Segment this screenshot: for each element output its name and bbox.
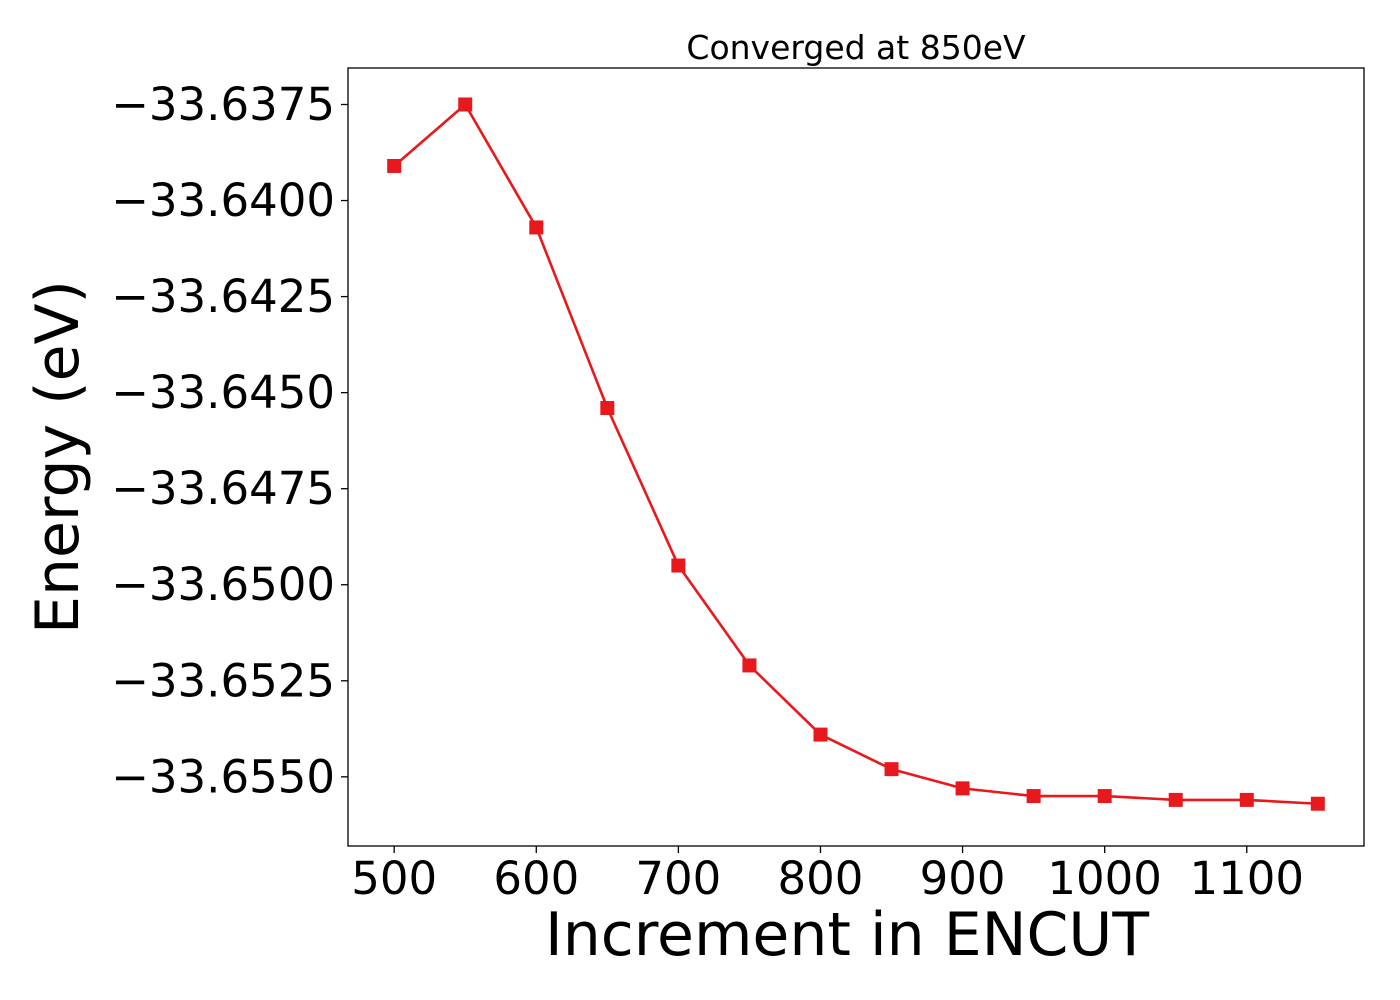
plot-area xyxy=(347,67,1365,847)
data-point xyxy=(884,762,899,777)
x-axis-label: Increment in ENCUT xyxy=(545,900,1149,970)
data-point xyxy=(1097,789,1112,804)
series-line xyxy=(393,103,1318,806)
x-tick-label: 700 xyxy=(635,852,721,905)
x-tick-label: 500 xyxy=(351,852,437,905)
y-tick-label: −33.6525 xyxy=(111,654,335,707)
data-point xyxy=(1310,796,1325,811)
chart-title: Converged at 850eV xyxy=(686,28,1026,67)
y-tick-label: −33.6425 xyxy=(111,270,335,323)
y-tick-label: −33.6500 xyxy=(111,558,335,611)
x-tick-label: 1000 xyxy=(1047,852,1162,905)
data-point xyxy=(742,658,757,673)
data-point xyxy=(1239,792,1254,807)
y-tick-label: −33.6475 xyxy=(111,462,335,515)
series-group xyxy=(387,97,1325,811)
x-axis: 500 600 700 800 900 1000 1100 xyxy=(351,846,1304,905)
y-tick-label: −33.6400 xyxy=(111,174,335,227)
data-point xyxy=(1026,789,1041,804)
x-tick-label: 800 xyxy=(778,852,864,905)
data-point xyxy=(529,220,544,235)
data-point xyxy=(671,558,686,573)
x-tick-label: 600 xyxy=(493,852,579,905)
y-tick-label: −33.6450 xyxy=(111,366,335,419)
data-point xyxy=(813,727,828,742)
data-point xyxy=(1168,792,1183,807)
y-axis-label: Energy (eV) xyxy=(23,280,93,634)
data-point xyxy=(387,158,402,173)
data-point xyxy=(458,97,473,112)
y-tick-label: −33.6375 xyxy=(111,78,335,131)
x-tick-label: 900 xyxy=(920,852,1006,905)
data-point xyxy=(955,781,970,796)
x-tick-label: 1100 xyxy=(1190,852,1305,905)
y-tick-label: −33.6550 xyxy=(111,750,335,803)
data-point xyxy=(600,401,615,416)
y-axis: −33.6375 −33.6400 −33.6425 −33.6450 −33.6475… xyxy=(111,78,348,803)
